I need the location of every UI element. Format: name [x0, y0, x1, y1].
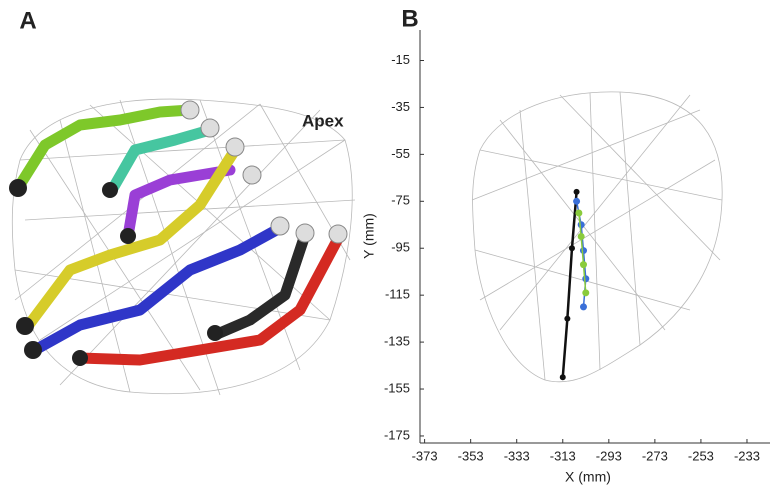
series-line	[561, 191, 578, 378]
data-point	[573, 188, 580, 195]
y-tick-label: -75	[391, 193, 410, 208]
x-tick-label: -273	[642, 448, 668, 463]
data-point	[582, 275, 590, 283]
data-point	[559, 374, 566, 381]
data-point	[568, 245, 575, 252]
data-point	[582, 289, 590, 297]
y-tick-label: -55	[391, 146, 410, 161]
leads-a	[12, 104, 346, 366]
data-point	[577, 233, 585, 240]
x-tick-label: -233	[734, 448, 760, 463]
heart-mesh-b	[471, 91, 723, 383]
x-tick-label: -253	[688, 448, 714, 463]
data-point	[564, 315, 571, 322]
y-tick-label: -115	[385, 287, 410, 302]
x-tick-label: -313	[550, 448, 576, 463]
data-point	[579, 303, 587, 311]
y-tick-label: -15	[391, 52, 410, 67]
y-tick-label: -95	[391, 240, 410, 255]
electrodes-a	[9, 100, 348, 366]
y-axis-label: Y (mm)	[361, 213, 377, 259]
x-tick-label: -293	[596, 448, 622, 463]
y-tick-label: -175	[384, 427, 410, 442]
y-tick-label: -35	[391, 99, 410, 114]
panel-label: B	[401, 5, 418, 32]
panel-label: A	[19, 7, 36, 34]
series-line	[578, 212, 587, 293]
x-tick-label: -353	[458, 448, 484, 463]
x-tick-label: -373	[412, 448, 438, 463]
data-point	[579, 247, 587, 255]
data-point	[573, 197, 581, 205]
x-tick-label: -333	[504, 448, 530, 463]
y-tick-label: -155	[384, 380, 410, 395]
data-point	[579, 261, 587, 269]
annotation: Apex	[302, 111, 344, 130]
y-tick-label: -135	[384, 334, 410, 349]
data-point	[577, 221, 585, 229]
x-axis-label: X (mm)	[565, 469, 611, 485]
data-point	[575, 209, 583, 217]
